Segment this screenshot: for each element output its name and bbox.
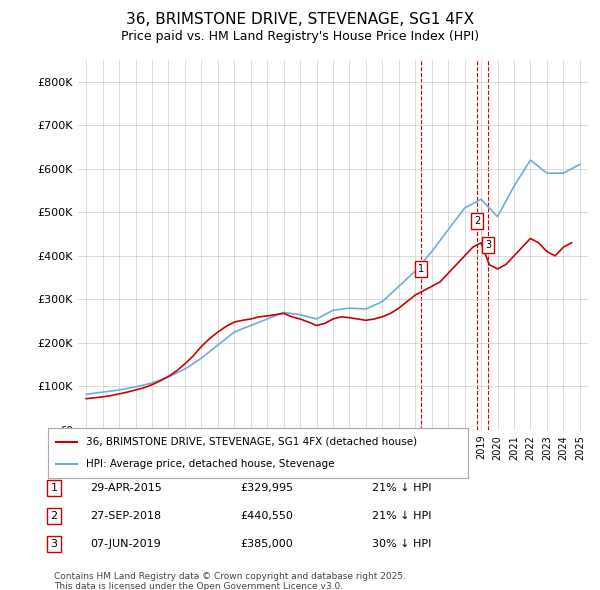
Text: 2: 2 (50, 511, 58, 521)
Text: 36, BRIMSTONE DRIVE, STEVENAGE, SG1 4FX: 36, BRIMSTONE DRIVE, STEVENAGE, SG1 4FX (126, 12, 474, 27)
Text: £440,550: £440,550 (240, 511, 293, 521)
Text: 1: 1 (50, 483, 58, 493)
Text: Price paid vs. HM Land Registry's House Price Index (HPI): Price paid vs. HM Land Registry's House … (121, 30, 479, 43)
Text: 36, BRIMSTONE DRIVE, STEVENAGE, SG1 4FX (detached house): 36, BRIMSTONE DRIVE, STEVENAGE, SG1 4FX … (86, 437, 417, 447)
Text: 29-APR-2015: 29-APR-2015 (90, 483, 162, 493)
Text: Contains HM Land Registry data © Crown copyright and database right 2025.
This d: Contains HM Land Registry data © Crown c… (54, 572, 406, 590)
Text: 27-SEP-2018: 27-SEP-2018 (90, 511, 161, 521)
Text: 1: 1 (418, 264, 424, 274)
Text: 3: 3 (50, 539, 58, 549)
Text: £329,995: £329,995 (240, 483, 293, 493)
Text: £385,000: £385,000 (240, 539, 293, 549)
Text: 21% ↓ HPI: 21% ↓ HPI (372, 483, 431, 493)
Text: 07-JUN-2019: 07-JUN-2019 (90, 539, 161, 549)
Text: 3: 3 (485, 240, 491, 250)
Text: 30% ↓ HPI: 30% ↓ HPI (372, 539, 431, 549)
Text: HPI: Average price, detached house, Stevenage: HPI: Average price, detached house, Stev… (86, 459, 334, 469)
Text: 21% ↓ HPI: 21% ↓ HPI (372, 511, 431, 521)
Text: 2: 2 (474, 216, 480, 226)
